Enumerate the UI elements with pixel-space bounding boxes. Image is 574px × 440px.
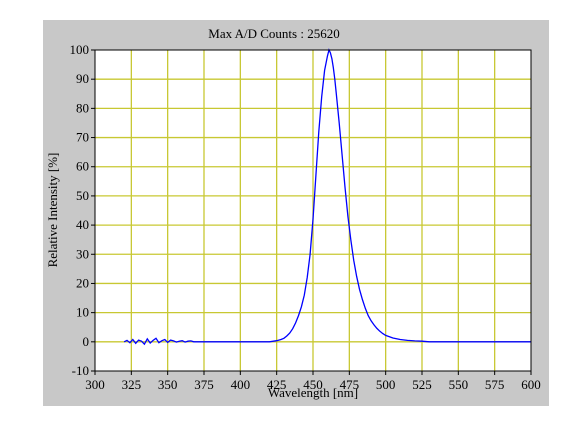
y-tick-label: 40 — [76, 217, 89, 232]
y-tick-label: 0 — [83, 334, 90, 349]
spectrum-chart: Max A/D Counts : 25620 300 325 350 375 400 42… — [45, 26, 541, 400]
grid-lines — [95, 50, 531, 371]
x-tick-label: 300 — [85, 377, 105, 392]
x-tick-label: 475 — [340, 377, 360, 392]
series-layer — [123, 48, 531, 346]
x-tick-label: 500 — [376, 377, 396, 392]
x-tick-label: 375 — [194, 377, 214, 392]
y-axis-label: Relative Intensity [%] — [45, 153, 60, 268]
y-tick-label: 70 — [76, 130, 89, 145]
x-axis-label: Wavelength [nm] — [268, 385, 358, 400]
x-tick-label: 350 — [158, 377, 178, 392]
x-tick-label: 575 — [485, 377, 505, 392]
x-tick-label: 600 — [521, 377, 541, 392]
y-tick-label: 10 — [76, 305, 89, 320]
plot-frame — [94, 49, 532, 372]
x-tick-label: 450 — [303, 377, 323, 392]
tick-labels: 300 325 350 375 400 425 450 475 500 525 550 575 600-… — [70, 42, 541, 392]
y-tick-label: 20 — [76, 275, 89, 290]
axis-ticks — [91, 49, 532, 375]
chart-panel: Max A/D Counts : 25620 300 325 350 375 400 42… — [43, 20, 549, 406]
y-tick-label: 100 — [70, 42, 90, 57]
chart-title: Max A/D Counts : 25620 — [208, 26, 339, 41]
x-tick-label: 425 — [267, 377, 287, 392]
y-tick-label: 90 — [76, 71, 89, 86]
y-tick-label: 50 — [76, 188, 89, 203]
x-tick-label: 550 — [449, 377, 469, 392]
x-tick-label: 525 — [412, 377, 432, 392]
x-tick-label: 325 — [122, 377, 142, 392]
spectrum-line — [123, 48, 531, 346]
y-tick-label: 80 — [76, 100, 89, 115]
x-tick-label: 400 — [231, 377, 251, 392]
y-tick-label: 60 — [76, 159, 89, 174]
y-tick-label: -10 — [72, 363, 89, 378]
y-tick-label: 30 — [76, 246, 89, 261]
